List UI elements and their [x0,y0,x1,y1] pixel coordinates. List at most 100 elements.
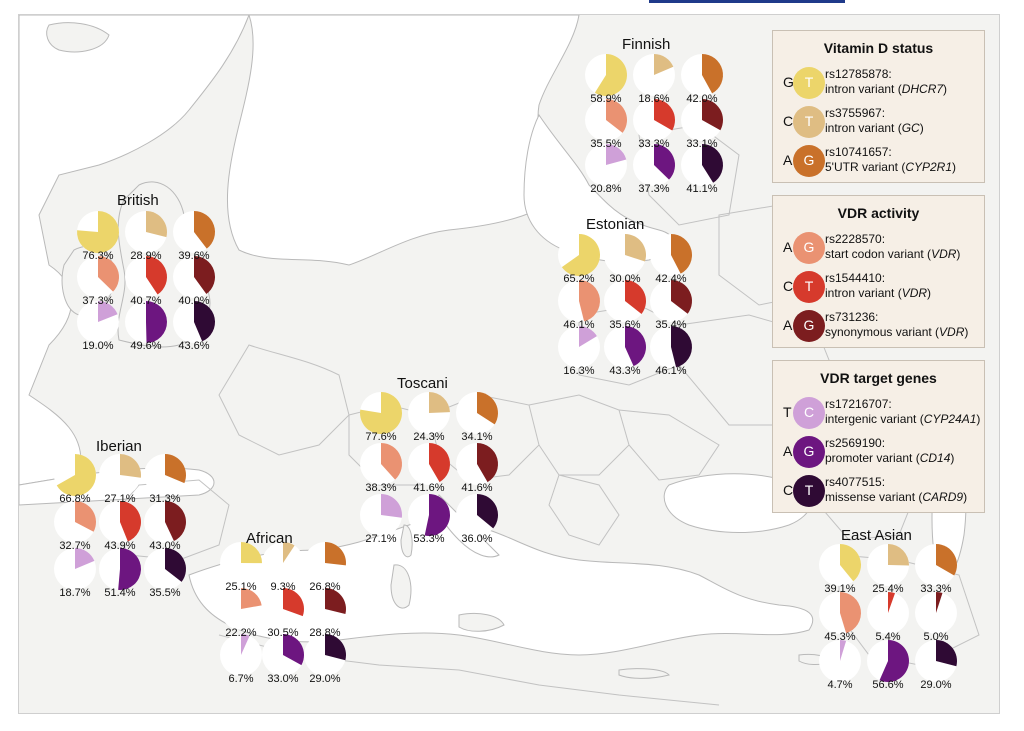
alternate-allele: T [804,74,814,90]
allele-color-swatch: G [793,310,825,342]
frequency-label: 51.4% [104,587,136,599]
border-line [548,474,620,546]
frequency-label: 24.3% [413,431,445,443]
reference-allele: A [783,317,793,333]
variant-desc: start codon variant ( [825,247,932,261]
alternate-allele: C [803,404,815,420]
frequency-label: 43.6% [178,340,210,352]
allele-color-swatch: G [793,145,825,177]
allele-frequency-slice [936,543,958,576]
alternate-allele: T [804,113,814,129]
snp-description: rs4077515: missense variant (CARD9) [825,475,967,505]
allele-frequency-slice [654,54,674,75]
population-name: East Asian [841,527,912,544]
allele-frequency-slice [625,326,647,367]
frequency-label: 5.4% [875,631,901,643]
frequency-label: 30.0% [609,273,641,285]
gene-name: VDR [931,247,957,261]
allele-frequency-slice [429,443,450,483]
frequency-label: 38.3% [365,482,397,494]
frequency-label: 41.6% [413,482,445,494]
frequency-label: 36.0% [461,533,493,545]
frequency-label: 56.6% [872,679,904,691]
allele-frequency-slice [579,279,601,322]
population-name: British [117,192,159,209]
frequency-label: 58.9% [590,93,622,105]
snp-description: rs2569190: promoter variant (CD14) [825,436,954,466]
allele-frequency-slice [702,54,723,94]
gene-name: CYP2R1 [905,160,952,174]
population-name: Finnish [622,36,671,53]
legend-title: VDR activity [837,205,920,221]
population-name: African [246,530,293,547]
gene-name: CARD9 [922,490,964,504]
frequency-label: 28.9% [130,250,162,262]
frequency-label: 33.3% [638,138,670,150]
variant-type: missense variant (CARD9) [825,490,967,505]
allele-frequency-slice [98,256,119,292]
population-name: Estonian [586,216,645,233]
frequency-label: 20.8% [590,183,622,195]
allele-frequency-slice [888,544,909,566]
frequency-label: 28.8% [309,627,341,639]
variant-desc: promoter variant ( [825,451,920,465]
reference-allele: C [783,278,794,294]
frequency-label: 43.9% [104,540,136,552]
frequency-label: 26.8% [309,581,341,593]
allele-color-swatch: C [793,397,825,429]
allele-color-swatch: T [793,67,825,99]
allele-frequency-slice [381,494,403,518]
allele-frequency-slice [888,592,895,613]
allele-frequency-slice [654,144,675,180]
population-name: Toscani [397,375,448,392]
variant-tail: ) [950,451,955,465]
frequency-label: 25.1% [225,581,257,593]
allele-frequency-slice [477,392,498,425]
variant-tail: ) [952,160,956,174]
snp-id: rs4077515: [825,475,886,489]
frequency-label: 29.0% [309,673,341,685]
corsica [400,524,413,558]
frequency-label: 35.5% [590,138,622,150]
europe-base-map [19,15,999,713]
frequency-label: 4.7% [827,679,853,691]
allele-frequency-slice [325,588,346,614]
allele-frequency-slice [194,211,216,249]
variant-desc: intergenic variant ( [825,412,924,426]
variant-desc: intron variant ( [825,82,902,96]
alternate-allele: G [803,443,815,459]
variant-type: 5'UTR variant (CYP2R1) [825,160,956,175]
frequency-label: 49.6% [130,340,162,352]
allele-frequency-slice [702,99,724,131]
variant-type: intergenic variant (CYP24A1) [825,412,980,427]
allele-frequency-slice [283,588,304,617]
allele-color-swatch: T [793,475,825,507]
allele-frequency-slice [702,144,724,183]
atlantic-ocean [19,15,250,486]
variant-type: synonymous variant (VDR) [825,325,968,340]
reference-allele: A [783,152,793,168]
allele-frequency-slice [76,211,120,253]
crete [618,668,670,679]
allele-frequency-slice [194,301,215,342]
snp-id: rs1544410: [825,271,886,285]
snp-description: rs2228570: start codon variant (VDR) [825,232,960,262]
allele-frequency-slice [625,280,646,314]
allele-frequency-slice [325,634,346,661]
reference-allele: A [783,443,793,459]
variant-tail: ) [964,325,969,339]
allele-frequency-slice [477,443,499,483]
frequency-label: 9.3% [270,581,296,593]
allele-frequency-slice [360,392,402,435]
snp-description: rs3755967: intron variant (GC) [825,106,924,136]
frequency-label: 41.6% [461,482,493,494]
allele-color-swatch: G [793,232,825,264]
frequency-label: 35.5% [149,587,181,599]
allele-frequency-slice [671,325,692,368]
allele-frequency-slice [840,592,862,634]
variant-tail: ) [927,286,932,300]
